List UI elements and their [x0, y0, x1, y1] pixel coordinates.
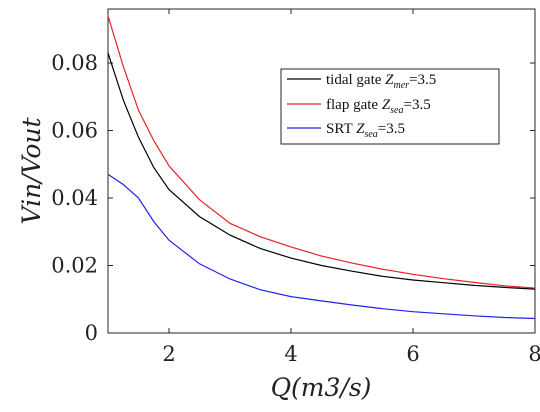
plot-area: 2 4 6 8 0 0.02 0.04 0.06 0.08 — [51, 8, 540, 366]
series-line — [107, 52, 536, 290]
x-axis-ticks: 2 4 6 8 — [162, 9, 540, 366]
y-axis-ticks: 0 0.02 0.04 0.06 0.08 — [51, 51, 535, 345]
x-tick-label: 8 — [528, 342, 540, 366]
y-tick-label: 0.06 — [51, 119, 98, 143]
legend: tidal gate Zmer=3.5 flap gate Zsea=3.5 SRT… — [280, 68, 500, 145]
legend-box — [280, 68, 500, 145]
y-tick-label: 0.04 — [51, 186, 98, 210]
y-axis-title: Vin/Vout — [17, 117, 46, 225]
x-axis-title: Q(m3/s) — [271, 373, 372, 402]
legend-label: tidal gate Zmer=3.5 — [326, 72, 436, 91]
x-tick-label: 2 — [162, 342, 175, 366]
series-line — [107, 15, 536, 289]
y-tick-label: 0.08 — [51, 51, 98, 75]
x-tick-label: 6 — [406, 342, 419, 366]
series-layer — [107, 15, 536, 320]
y-tick-label: 0 — [85, 321, 98, 345]
series-line — [107, 173, 536, 320]
legend-label: SRT Zsea=3.5 — [326, 121, 405, 140]
x-tick-label: 4 — [284, 342, 297, 366]
legend-label: flap gate Zsea=3.5 — [326, 97, 431, 116]
plot-frame — [107, 8, 536, 334]
y-tick-label: 0.02 — [51, 254, 98, 278]
